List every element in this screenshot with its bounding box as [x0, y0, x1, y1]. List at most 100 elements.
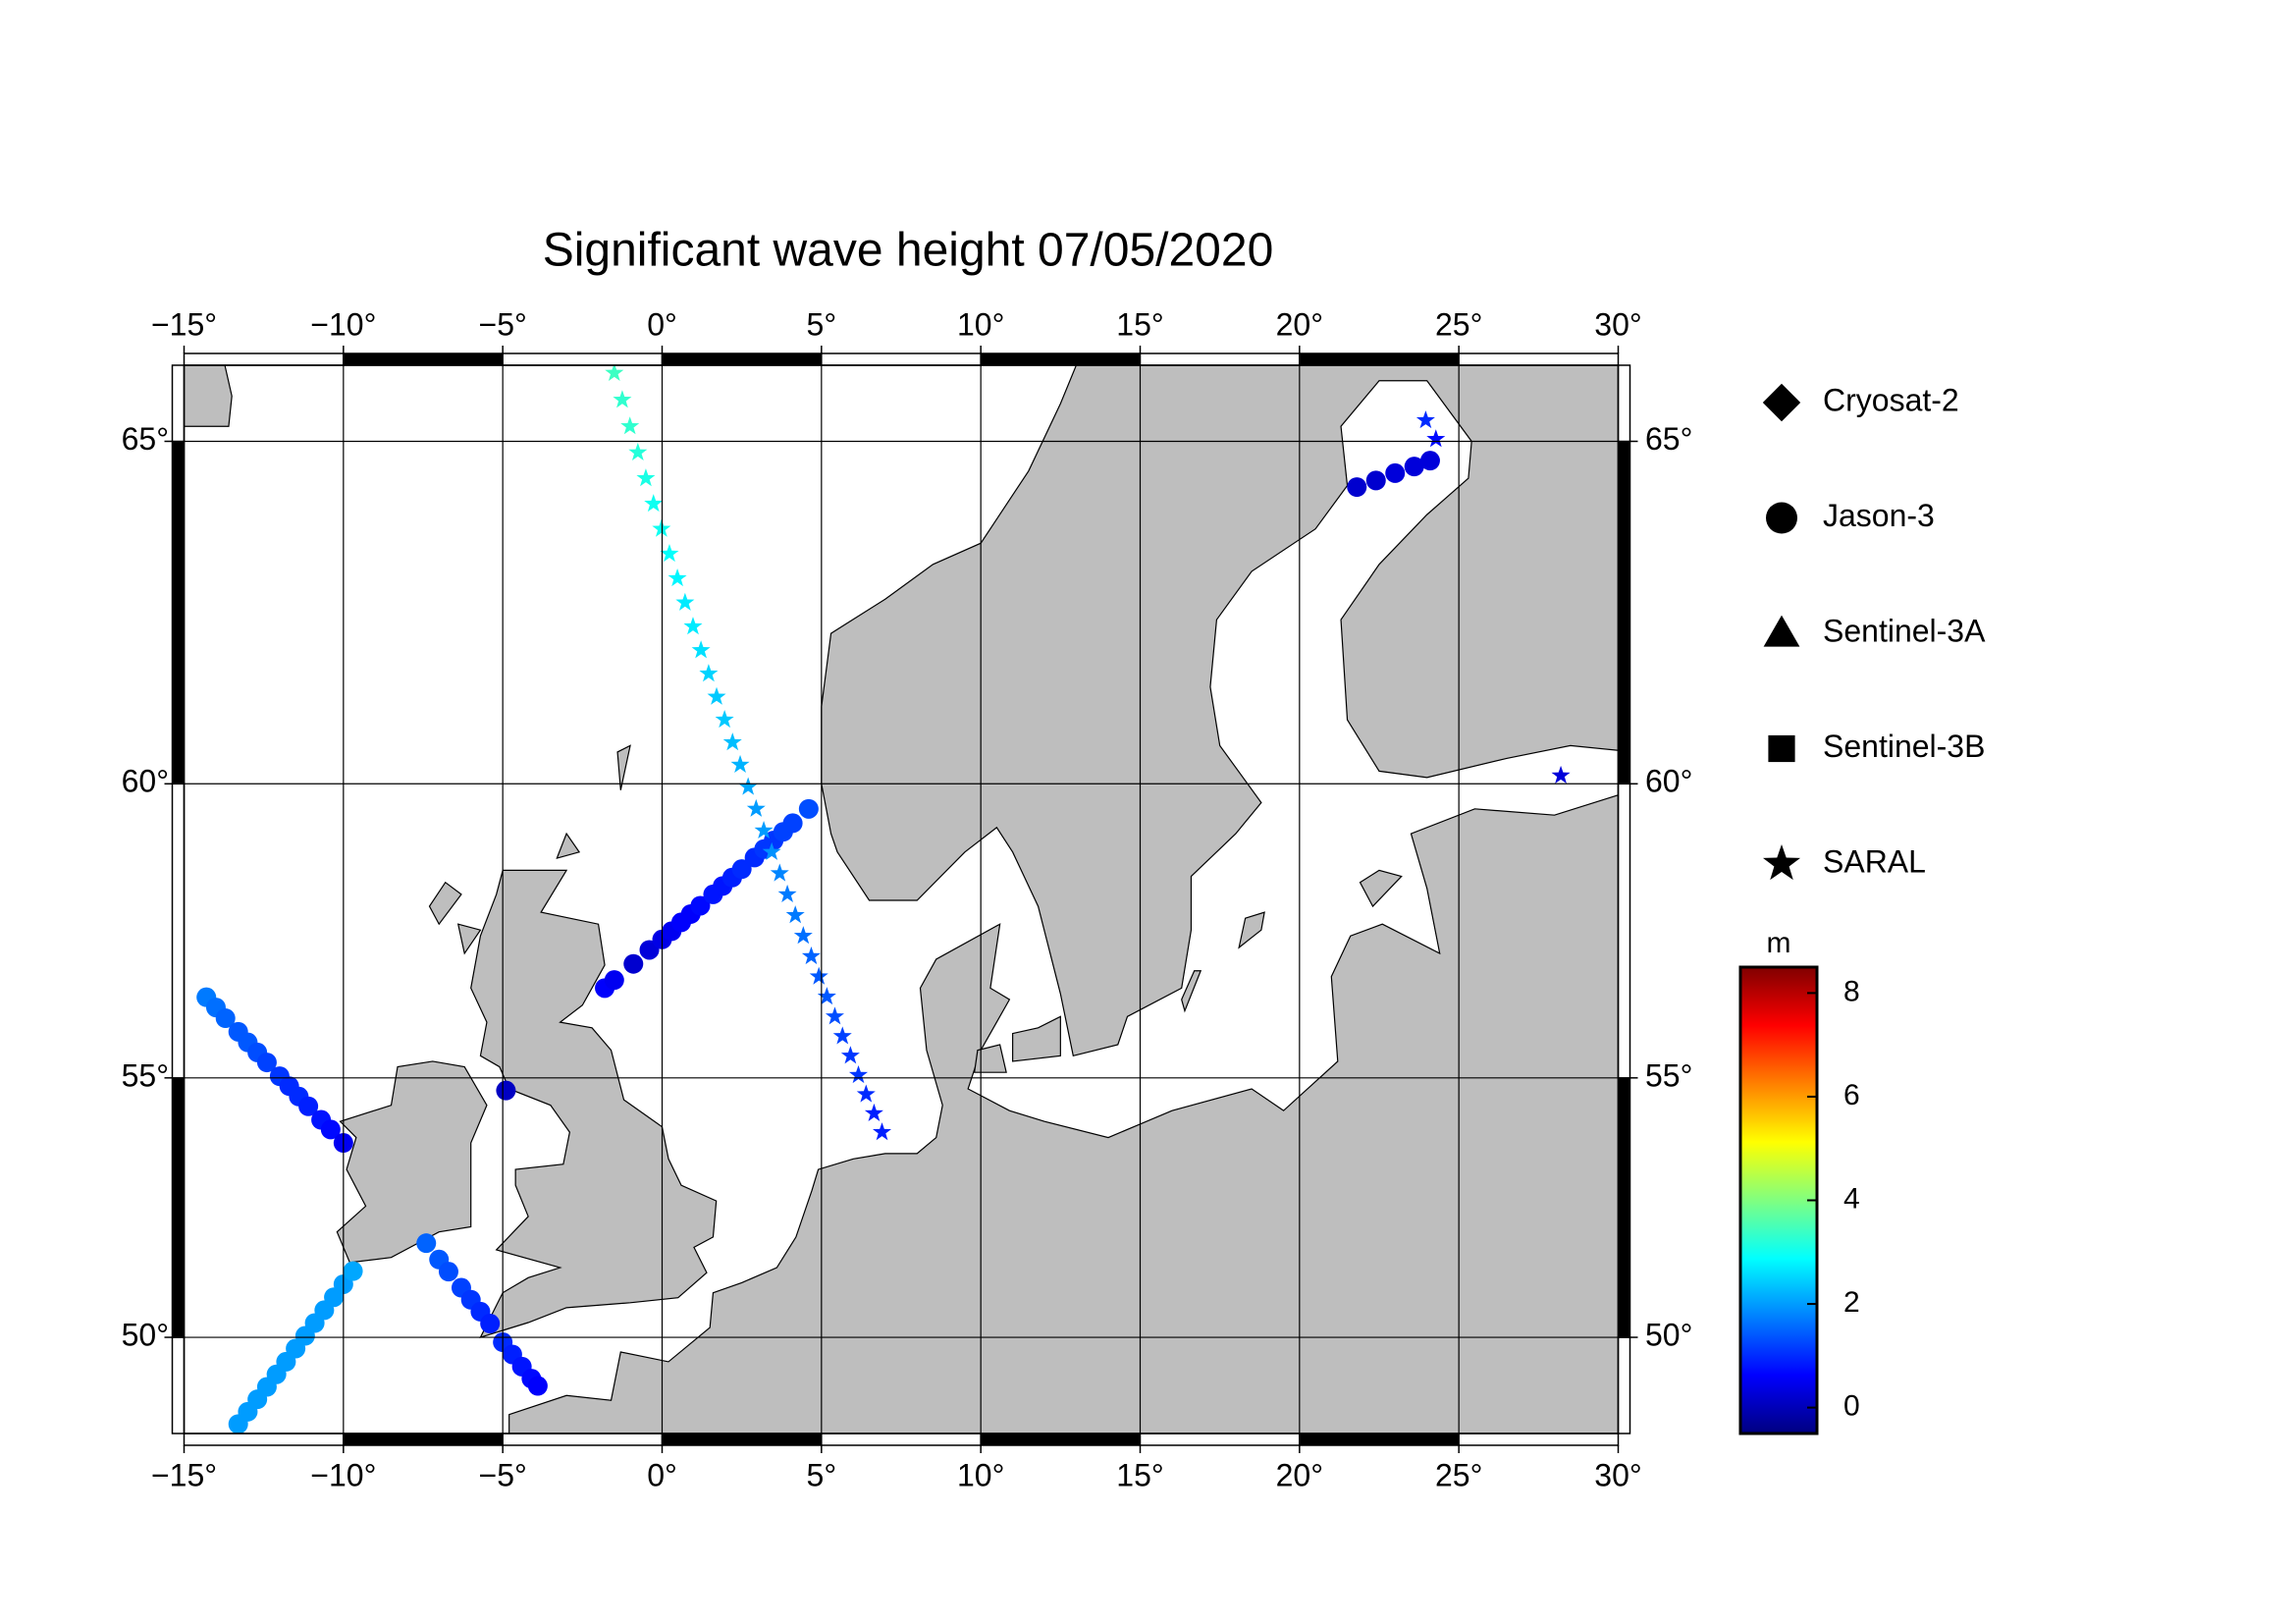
frame-band — [502, 1433, 664, 1446]
x-tick-label: 20° — [1276, 306, 1323, 342]
data-point — [652, 518, 671, 537]
data-point — [438, 1262, 458, 1282]
frame-band — [1299, 1433, 1460, 1446]
land — [336, 1060, 488, 1264]
x-tick-label: 30° — [1594, 1457, 1641, 1492]
data-point — [746, 798, 766, 817]
data-point — [699, 664, 719, 682]
colorbar-tick-label: 0 — [1843, 1390, 1860, 1423]
chart-title: Significant wave height 07/05/2020 — [543, 225, 1274, 277]
data-point — [636, 468, 656, 487]
x-tick-label: −15° — [151, 1457, 217, 1492]
data-point — [825, 1006, 844, 1025]
land — [1181, 970, 1202, 1013]
data-point — [343, 1261, 363, 1281]
land — [616, 744, 631, 790]
data-point — [856, 1084, 876, 1103]
data-point — [1419, 451, 1440, 471]
frame-band — [661, 352, 823, 366]
data-point — [832, 1026, 852, 1045]
map-area — [184, 365, 1619, 1434]
colorbar — [1738, 965, 1819, 1435]
y-tick-label: 60° — [1645, 764, 1692, 799]
data-point — [690, 895, 711, 916]
land — [456, 923, 482, 955]
land — [973, 1044, 1007, 1073]
data-point — [715, 710, 734, 729]
frame-band — [171, 364, 186, 443]
data-point — [754, 820, 774, 839]
frame-band — [1458, 352, 1620, 366]
x-tick-label: 30° — [1594, 306, 1641, 342]
x-tick-label: 5° — [807, 306, 837, 342]
data-point — [1365, 470, 1386, 491]
data-point — [782, 813, 803, 834]
data-point — [707, 686, 726, 705]
y-tick-label: 50° — [122, 1317, 169, 1352]
data-point — [848, 1065, 869, 1084]
land — [508, 794, 1619, 1434]
colorbar-tick-label: 6 — [1843, 1079, 1860, 1111]
x-tick-label: −5° — [479, 306, 527, 342]
data-point — [1404, 457, 1424, 477]
frame-band — [183, 1433, 345, 1446]
data-point — [864, 1103, 883, 1122]
legend-label: Sentinel-3A — [1823, 613, 1986, 648]
legend-label: Cryosat-2 — [1823, 382, 1959, 417]
y-tick-label: 65° — [122, 421, 169, 457]
x-tick-label: −15° — [151, 306, 217, 342]
frame-band — [1617, 1077, 1631, 1338]
frame-band — [980, 1433, 1142, 1446]
land — [1359, 869, 1403, 908]
data-point — [1347, 477, 1367, 498]
data-point — [416, 1233, 437, 1254]
data-point — [873, 1122, 892, 1141]
data-point — [817, 987, 836, 1005]
data-point — [1551, 765, 1571, 784]
frame-band — [171, 1077, 186, 1338]
data-point — [620, 416, 640, 435]
land — [428, 881, 462, 926]
x-tick-label: −10° — [310, 1457, 376, 1492]
data-point — [1426, 429, 1446, 448]
data-point — [777, 884, 797, 903]
data-point — [320, 1119, 341, 1140]
frame-band — [171, 440, 186, 785]
x-tick-label: 0° — [647, 1457, 677, 1492]
land — [821, 365, 1619, 1057]
data-point — [527, 1376, 548, 1396]
x-tick-label: 10° — [957, 306, 1004, 342]
data-point — [605, 365, 624, 381]
legend-marker — [1763, 615, 1800, 647]
y-tick-label: 55° — [1645, 1057, 1692, 1093]
frame-band — [183, 352, 345, 366]
data-point — [660, 544, 679, 563]
colorbar-tick-label: 4 — [1843, 1182, 1860, 1215]
x-tick-label: −5° — [479, 1457, 527, 1492]
data-point — [298, 1096, 319, 1116]
land — [556, 832, 581, 859]
x-tick-label: −10° — [310, 306, 376, 342]
frame-band — [1617, 1336, 1631, 1434]
frame-band — [661, 1433, 823, 1446]
frame-band — [821, 1433, 982, 1446]
map-frame — [183, 364, 1620, 1434]
data-point — [785, 905, 805, 924]
data-point — [793, 926, 813, 945]
data-point — [722, 732, 742, 751]
data-point — [691, 640, 711, 659]
frame-band — [343, 352, 504, 366]
frame-band — [1458, 1433, 1620, 1446]
x-tick-label: 5° — [807, 1457, 837, 1492]
frame-band — [343, 1433, 504, 1446]
frame-band — [1299, 352, 1460, 366]
y-tick-label: 50° — [1645, 1317, 1692, 1352]
frame-band — [171, 1336, 186, 1434]
frame-band — [980, 352, 1142, 366]
frame-band — [1617, 440, 1631, 785]
legend-label: SARAL — [1823, 843, 1926, 879]
legend-marker — [1762, 844, 1801, 881]
legend-marker — [1766, 502, 1797, 534]
data-point — [480, 1314, 501, 1334]
